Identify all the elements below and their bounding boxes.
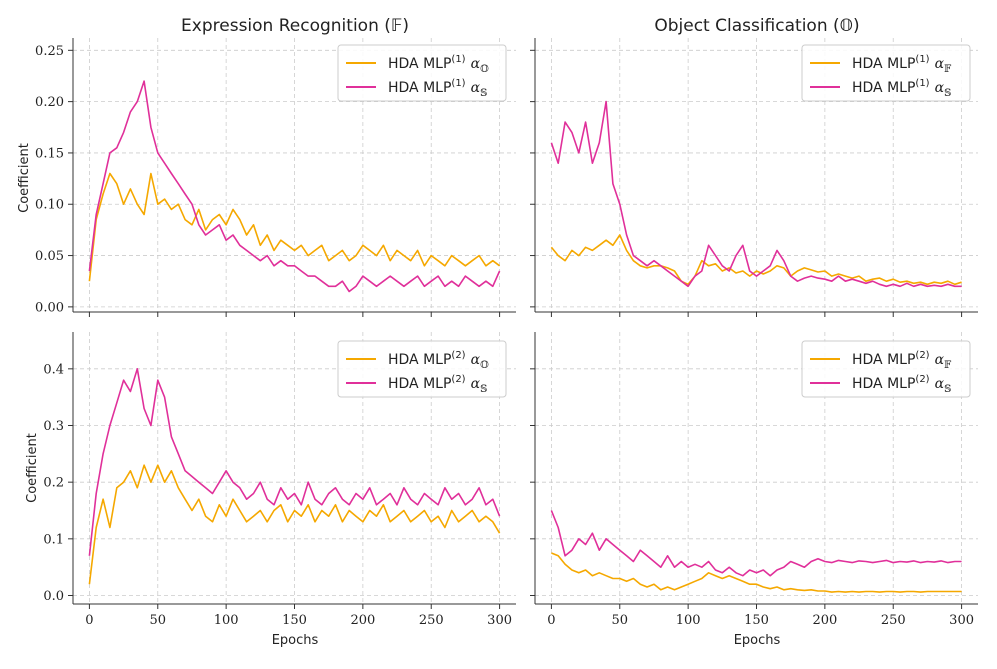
legend-box [801,44,971,102]
y-tick-label: 0.20 [35,95,64,110]
legend-entry: HDA MLP(1) α𝕊 [852,78,951,99]
legend-box [801,340,971,398]
subplot-2: 0 50 100 150 200 250 300 0.0 0.1 0.2 0.3 0.4 HDA MLP… [43,332,516,628]
x-tick-label: 0 [85,613,93,628]
legend-entry: HDA MLP(2) α𝔽 [852,350,951,371]
series-line-orange [550,234,962,286]
x-tick-label: 250 [881,613,906,628]
legend-entry: HDA MLP(2) α𝕊 [852,374,951,395]
legend-entry: HDA MLP(1) α𝔽 [852,54,951,75]
legend-box [337,340,507,398]
subplot-1: HDA MLP(1) α𝔽 HDA MLP(1) α𝕊 [530,38,978,317]
legend: HDA MLP(1) α𝔽 HDA MLP(1) α𝕊 [801,44,971,102]
series-line-orange [88,464,501,585]
legend-entry: HDA MLP(1) α𝕊 [388,78,487,99]
x-tick-label: 100 [214,613,239,628]
x-tick-label: 50 [611,613,628,628]
y-tick-label: 0.2 [43,476,64,491]
y-tick-label: 0.10 [35,198,64,213]
legend-box [337,44,507,102]
x-tick-label: 50 [149,613,166,628]
series-line-magenta [550,510,962,577]
x-tick-label: 150 [282,613,307,628]
y-tick-label: 0.00 [35,300,64,315]
y-tick-label: 0.1 [43,532,64,547]
legend: HDA MLP(1) α𝕆 HDA MLP(1) α𝕊 [337,44,507,102]
x-tick-label: 200 [350,613,375,628]
x-tick-label: 100 [676,613,701,628]
series-line-orange [88,172,501,282]
series-line-orange [551,552,962,593]
y-tick-label: 0.25 [35,44,64,59]
subplot-title-expression: Expression Recognition (𝔽) [181,16,409,36]
y-tick-label: 0.3 [43,419,64,434]
x-tick-label: 150 [744,613,769,628]
y-tick-label: 0.15 [35,146,64,161]
legend-entry: HDA MLP(2) α𝕆 [388,350,489,371]
x-tick-label: 0 [547,613,555,628]
x-tick-label: 200 [812,613,837,628]
series-line-magenta [550,100,962,288]
legend: HDA MLP(2) α𝔽 HDA MLP(2) α𝕊 [801,340,971,398]
series-line-magenta [88,368,501,556]
x-tick-label: 300 [949,613,974,628]
y-tick-label: 0.4 [43,362,64,377]
y-axis-label-top: Coefficient [17,143,32,213]
series-line-magenta [88,80,501,293]
legend-entry: HDA MLP(2) α𝕊 [388,374,487,395]
subplot-title-object: Object Classification (𝕆) [654,16,859,36]
x-axis-label-left: Epochs [272,633,319,648]
x-tick-label: 300 [487,613,512,628]
legend-entry: HDA MLP(1) α𝕆 [388,54,489,75]
y-tick-label: 0.0 [43,589,64,604]
legend: HDA MLP(2) α𝕆 HDA MLP(2) α𝕊 [337,340,507,398]
y-tick-label: 0.05 [35,249,64,264]
x-tick-label: 250 [419,613,444,628]
x-axis-label-right: Epochs [734,633,781,648]
y-axis-label-bottom: Coefficient [25,433,40,503]
